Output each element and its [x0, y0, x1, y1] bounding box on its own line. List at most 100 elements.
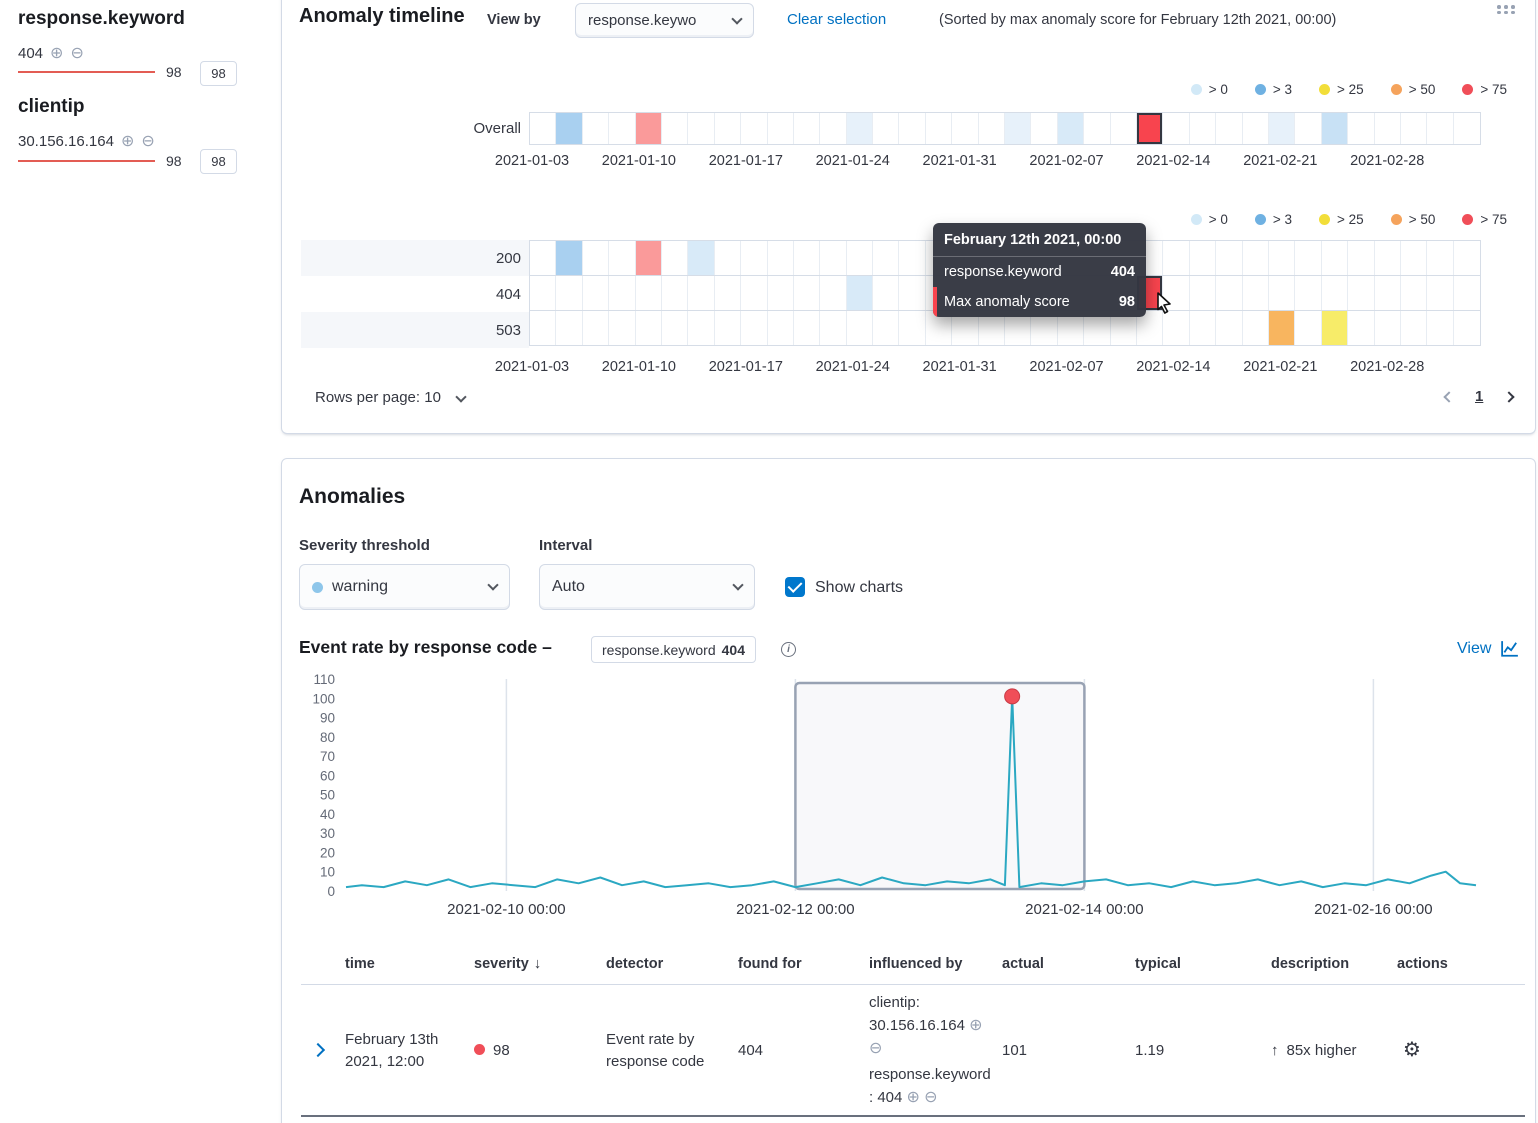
swimlane-cell[interactable]: [1375, 241, 1401, 275]
swimlane-cell[interactable]: [1190, 311, 1217, 345]
view-by-select[interactable]: response.keywo: [575, 3, 754, 38]
swimlane-cell[interactable]: [1216, 241, 1243, 275]
swimlane-cell[interactable]: [1321, 311, 1349, 345]
swimlane-cell[interactable]: [1375, 113, 1401, 144]
page-number[interactable]: 1: [1475, 388, 1484, 405]
swimlane-cell[interactable]: [899, 241, 926, 275]
swimlane-cell[interactable]: [1401, 311, 1428, 345]
swimlane-cell[interactable]: [741, 113, 768, 144]
swimlane-cell[interactable]: [741, 241, 768, 275]
swimlane-cell[interactable]: [926, 311, 953, 345]
swimlane-cell[interactable]: [1163, 113, 1190, 144]
remove-filter-icon[interactable]: [924, 1089, 937, 1106]
swimlane-cell[interactable]: [1269, 276, 1296, 310]
swimlane-cell[interactable]: [820, 113, 847, 144]
swimlane-cell[interactable]: [609, 113, 636, 144]
swimlane-cell[interactable]: [794, 241, 821, 275]
swimlane-cell[interactable]: [768, 276, 794, 310]
interval-select[interactable]: Auto: [539, 564, 755, 610]
swimlane-cell[interactable]: [1136, 113, 1164, 144]
clear-selection-link[interactable]: Clear selection: [787, 11, 887, 28]
swimlane-cell[interactable]: [1295, 241, 1322, 275]
add-filter-icon[interactable]: [907, 1089, 920, 1106]
swimlane-cell[interactable]: [1295, 113, 1322, 144]
swimlane-cell[interactable]: [873, 311, 900, 345]
severity-threshold-select[interactable]: warning: [299, 564, 510, 610]
swimlane-cell[interactable]: [1058, 311, 1085, 345]
swimlane-cell[interactable]: [1375, 311, 1401, 345]
swimlane-cell[interactable]: [1322, 241, 1349, 275]
swimlane-cell[interactable]: [635, 113, 662, 144]
swimlane-cell[interactable]: [636, 311, 662, 345]
swimlane-cell[interactable]: [741, 311, 768, 345]
swimlane-cell[interactable]: [1005, 113, 1032, 144]
swimlane-cell[interactable]: [530, 276, 557, 310]
swimlane-cell[interactable]: [1268, 311, 1296, 345]
swimlane-cell[interactable]: [1137, 311, 1164, 345]
swimlane-cell[interactable]: [556, 113, 583, 144]
swimlane-cell[interactable]: [556, 241, 583, 275]
swimlane-cell[interactable]: [820, 276, 847, 310]
swimlane-cell[interactable]: [899, 276, 926, 310]
swimlane-cell[interactable]: [794, 276, 821, 310]
swimlane-cell[interactable]: [609, 276, 636, 310]
swimlane-cell[interactable]: [1057, 113, 1085, 144]
swimlane-cell[interactable]: [899, 113, 926, 144]
swimlane-cell[interactable]: [1111, 113, 1137, 144]
swimlane-cell[interactable]: [952, 113, 979, 144]
swimlane-cell[interactable]: [1348, 276, 1375, 310]
swimlane-cell[interactable]: [530, 241, 557, 275]
swimlane-cell[interactable]: [1084, 113, 1111, 144]
swimlane-cell[interactable]: [1163, 241, 1190, 275]
swimlane-cell[interactable]: [1216, 276, 1243, 310]
swimlane-cell[interactable]: [662, 276, 689, 310]
table-column-header-description[interactable]: description: [1271, 956, 1350, 972]
swimlane-cell[interactable]: [715, 241, 742, 275]
swimlane-cell[interactable]: [979, 311, 1006, 345]
swimlane-cell[interactable]: [1427, 311, 1454, 345]
swimlane-cell[interactable]: [820, 311, 847, 345]
swimlane-cell[interactable]: [530, 311, 557, 345]
swimlane-cell[interactable]: [583, 311, 610, 345]
table-column-header-detector[interactable]: detector: [606, 956, 664, 972]
swimlane-cell[interactable]: [1243, 276, 1269, 310]
swimlane-cell[interactable]: [1401, 241, 1428, 275]
swimlane-cell[interactable]: [1031, 311, 1058, 345]
swimlane-cell[interactable]: [636, 276, 662, 310]
swimlane-cell[interactable]: [952, 311, 979, 345]
swimlane-cell[interactable]: [846, 276, 874, 310]
swimlane-cell[interactable]: [1427, 241, 1454, 275]
table-column-header-time[interactable]: time: [345, 956, 375, 972]
table-column-header-severity[interactable]: severity: [474, 956, 606, 972]
swimlane-cell[interactable]: [847, 311, 874, 345]
swimlane-cell[interactable]: [715, 276, 742, 310]
add-filter-icon[interactable]: [121, 134, 134, 150]
swimlane-cell[interactable]: [1375, 276, 1401, 310]
swimlane-cell[interactable]: [1243, 113, 1269, 144]
swimlane-cell[interactable]: [583, 276, 610, 310]
swimlane-cell[interactable]: [715, 311, 742, 345]
swimlane-cell[interactable]: [1295, 311, 1322, 345]
panel-options-icon[interactable]: [1497, 5, 1516, 14]
swimlane-cell[interactable]: [1322, 276, 1349, 310]
remove-filter-icon[interactable]: [70, 46, 83, 62]
swimlane-cell[interactable]: [583, 241, 610, 275]
swimlane-cell[interactable]: [1243, 311, 1269, 345]
swimlane-cell[interactable]: [662, 311, 689, 345]
swimlane-cell[interactable]: [1427, 113, 1454, 144]
swimlane-cell[interactable]: [715, 113, 742, 144]
swimlane-cell[interactable]: [1163, 311, 1190, 345]
swimlane-cell[interactable]: [688, 276, 715, 310]
swimlane-cell[interactable]: [899, 311, 926, 345]
rows-per-page-button[interactable]: Rows per page: 10: [315, 389, 467, 406]
swimlane-cell[interactable]: [820, 241, 847, 275]
swimlane-cell[interactable]: [873, 276, 900, 310]
swimlane-cell[interactable]: [688, 241, 715, 275]
swimlane-cell[interactable]: [556, 311, 583, 345]
swimlane-cell[interactable]: [1348, 311, 1375, 345]
table-column-header-typical[interactable]: typical: [1135, 956, 1181, 972]
swimlane-cell[interactable]: [741, 276, 768, 310]
show-charts-checkbox[interactable]: [785, 577, 805, 597]
swimlane-cell[interactable]: [556, 276, 583, 310]
remove-filter-icon[interactable]: [869, 1040, 882, 1057]
